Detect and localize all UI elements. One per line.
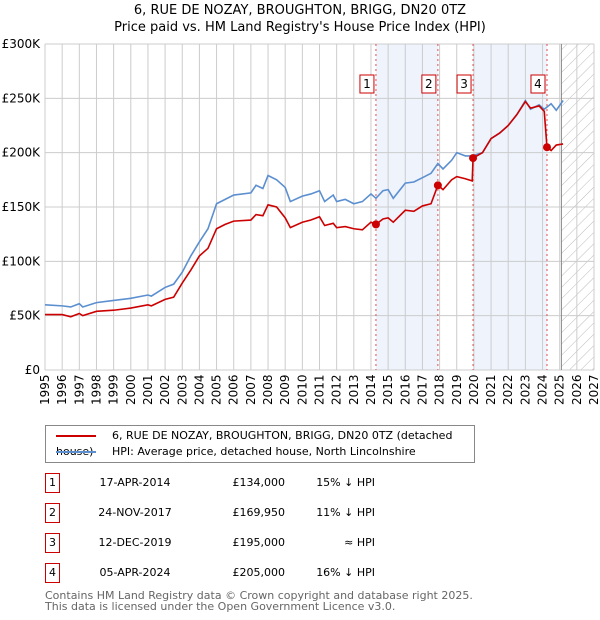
x-tick-label: 2026 [570,374,584,405]
y-tick-label: £0 [25,363,40,377]
x-tick-label: 2009 [278,374,292,405]
y-tick-label: £50K [9,309,41,323]
sale-number: 3 [45,533,60,553]
sale-hpi-diff: ≈ HPI [344,536,375,549]
sale-number-box [359,74,375,94]
x-tick-label: 2014 [364,374,378,405]
sale-number: 4 [45,563,60,583]
x-tick-label: 2017 [415,374,429,405]
legend-label: 6, RUE DE NOZAY, BROUGHTON, BRIGG, DN20 … [56,429,453,458]
sale-number-box [421,74,437,94]
sale-price: £195,000 [232,536,286,549]
sale-price: £169,950 [232,506,286,519]
x-tick-label: 2016 [398,374,412,405]
sale-number-label: 4 [534,77,542,91]
x-tick-label: 2010 [295,374,309,405]
x-tick-label: 2027 [587,374,600,405]
y-tick-label: £100K [2,254,42,268]
x-tick-label: 2025 [553,374,567,405]
x-tick-label: 2003 [175,374,189,405]
sale-date: 05-APR-2024 [99,566,171,579]
sale-hpi-diff: 16% ↓ HPI [316,566,375,579]
x-tick-label: 2020 [467,374,481,405]
x-tick-label: 2021 [484,374,498,405]
sale-hpi-diff: 11% ↓ HPI [316,506,375,519]
sale-price: £134,000 [232,476,286,489]
sale-hpi-diff: 15% ↓ HPI [316,476,375,489]
legend-swatch-blue [56,451,96,453]
sale-number-label: 1 [363,77,371,91]
sale-date: 12-DEC-2019 [98,536,172,549]
x-tick-label: 2007 [244,374,258,405]
footer: Contains HM Land Registry data © Crown c… [45,590,473,612]
y-tick-label: £200K [2,146,42,160]
sale-number-label: 3 [460,77,468,91]
x-tick-label: 2011 [313,374,327,405]
sale-date: 17-APR-2014 [99,476,171,489]
sale-point [371,220,380,229]
title-line: 6, RUE DE NOZAY, BROUGHTON, BRIGG, DN20 … [133,3,467,18]
x-tick-label: 2002 [158,374,172,405]
sale-number: 1 [45,473,60,493]
sale-row: 1 17-APR-2014 £134,000 15% ↓ HPI [45,473,485,493]
chart-title: 6, RUE DE NOZAY, BROUGHTON, BRIGG, DN20 … [0,2,600,36]
x-tick-label: 2018 [433,374,447,405]
footer-line: Contains HM Land Registry data © Crown c… [45,589,473,602]
x-tick-label: 2004 [192,374,206,405]
y-tick-label: £250K [2,91,42,105]
x-tick-label: 1996 [55,374,69,405]
sale-point [469,154,478,163]
sale-number-box [530,74,546,94]
price-chart: 1995 1996 1997 1998 1999 2000 2001 2002 2003 2004… [2,37,600,405]
sale-row: 4 05-APR-2024 £205,000 16% ↓ HPI [45,563,485,583]
sale-row: 3 12-DEC-2019 £195,000 ≈ HPI [45,533,485,553]
x-tick-label: 1999 [107,374,121,405]
legend: 6, RUE DE NOZAY, BROUGHTON, BRIGG, DN20 … [45,425,475,463]
x-tick-label: 2008 [261,374,275,405]
x-tick-label: 2001 [141,374,155,405]
x-tick-label: 2022 [501,374,515,405]
legend-label: HPI: Average price, detached house, Nort… [112,445,416,458]
x-tick-label: 2023 [518,374,532,405]
y-tick-label: £300K [2,37,42,51]
x-tick-label: 1995 [38,374,52,405]
y-tick-label: £150K [2,200,42,214]
x-tick-label: 2012 [330,374,344,405]
sale-point [433,181,442,190]
sale-date: 24-NOV-2017 [98,506,172,519]
x-tick-label: 1997 [72,374,86,405]
series-line [45,100,564,318]
x-tick-label: 2015 [381,374,395,405]
subtitle-line: Price paid vs. HM Land Registry's House … [114,20,486,35]
x-tick-label: 2013 [347,374,361,405]
legend-swatch-red [56,435,96,437]
sale-number-label: 2 [425,77,433,91]
x-tick-label: 2006 [227,374,241,405]
sale-point [542,143,551,152]
x-tick-label: 2005 [210,374,224,405]
legend-item-hpi: HPI: Average price, detached house, Nort… [56,444,416,460]
x-tick-label: 2000 [124,374,138,405]
x-tick-label: 2024 [536,374,550,405]
legend-item-property: 6, RUE DE NOZAY, BROUGHTON, BRIGG, DN20 … [56,428,474,458]
sale-row: 2 24-NOV-2017 £169,950 11% ↓ HPI [45,503,485,523]
x-tick-label: 1998 [89,374,103,405]
sale-price: £205,000 [232,566,286,579]
footer-line: This data is licensed under the Open Gov… [45,600,396,613]
sale-number-box [456,74,472,94]
x-tick-label: 2019 [450,374,464,405]
sale-number: 2 [45,503,60,523]
